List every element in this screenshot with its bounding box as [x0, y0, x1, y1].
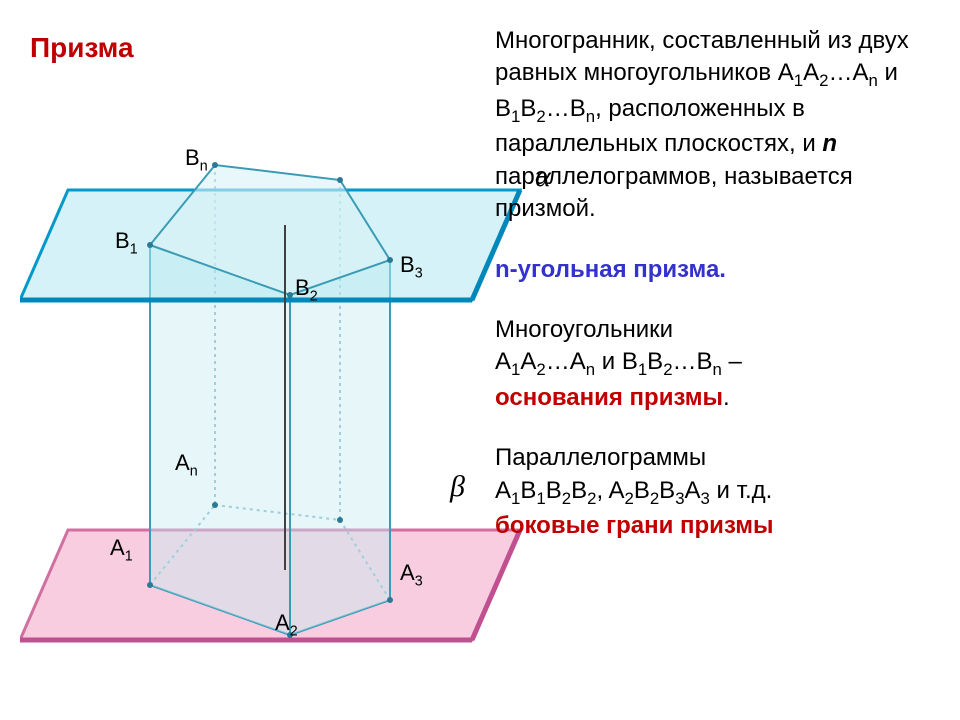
- para-lateral: Параллелограммы A1B1B2B2, A2B2B3A3 и т.д…: [495, 442, 950, 542]
- label-B1: B1: [115, 228, 138, 257]
- label-A2: A2: [275, 610, 298, 639]
- label-B2: B2: [295, 275, 318, 304]
- label-Bn: Bn: [185, 145, 208, 174]
- para-ngon: n-угольная призма.: [495, 254, 950, 286]
- page-title: Призма: [30, 32, 134, 64]
- para-bases: Многоугольники A1A2…An и B1B2…Bn – основ…: [495, 314, 950, 414]
- prism-diagram: Bn B1 B2 B3 An A1 A2 A3 α β: [20, 100, 540, 660]
- definition-text: Многогранник, составленный из двух равны…: [495, 25, 950, 570]
- para-definition: Многогранник, составленный из двух равны…: [495, 25, 950, 226]
- beta-label: β: [450, 470, 465, 504]
- label-A1: A1: [110, 535, 133, 564]
- label-A3: A3: [400, 560, 423, 589]
- label-An: An: [175, 450, 198, 479]
- label-B3: B3: [400, 252, 423, 281]
